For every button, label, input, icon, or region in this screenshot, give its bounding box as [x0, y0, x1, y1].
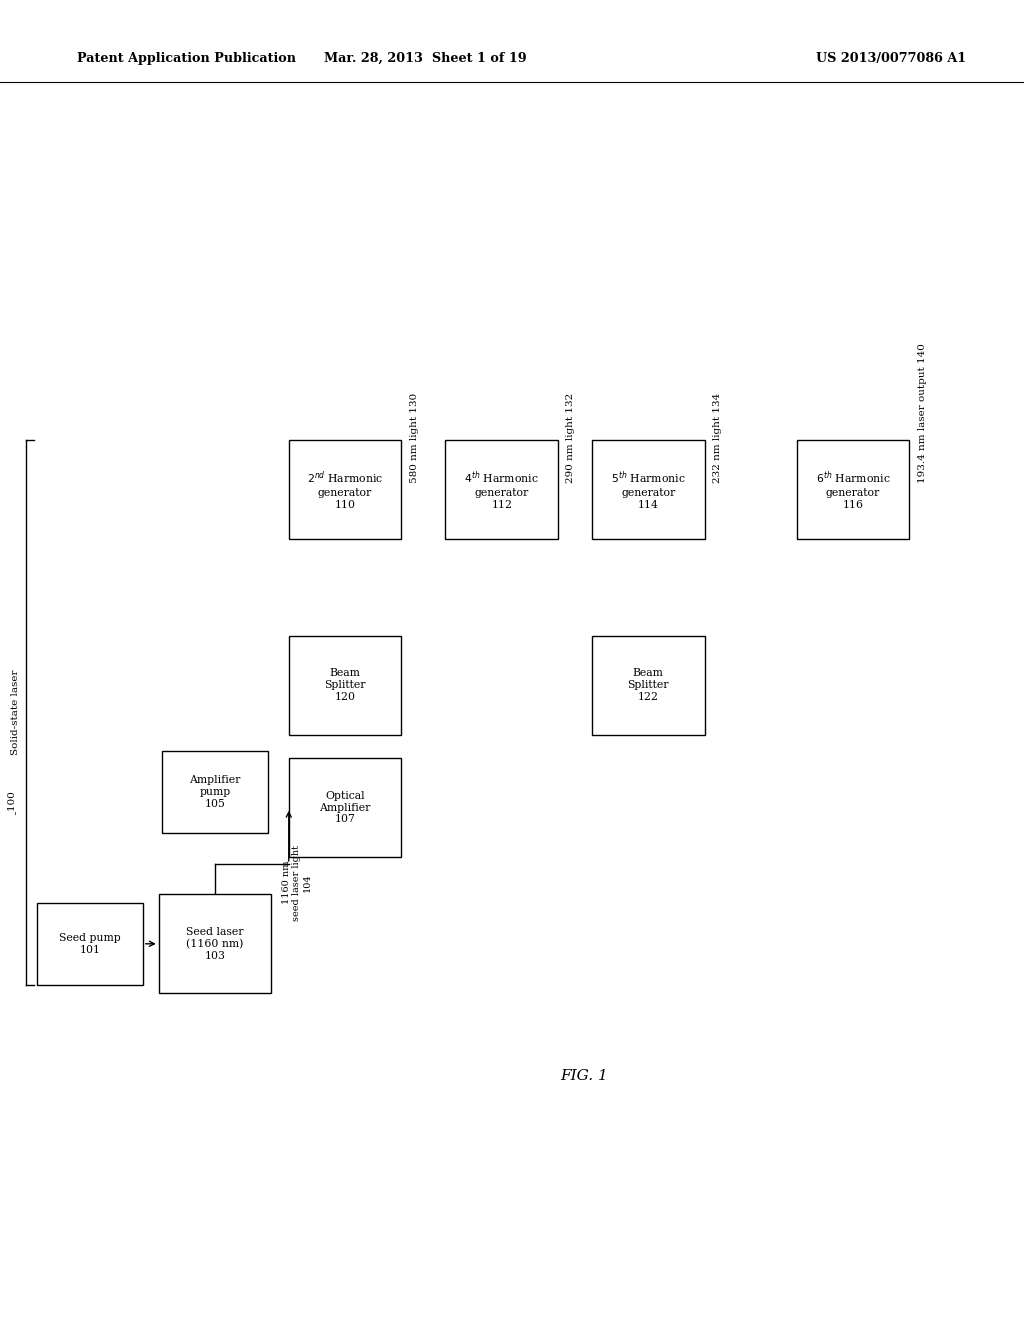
Text: 193.4 nm laser output 140: 193.4 nm laser output 140 [918, 343, 927, 483]
FancyBboxPatch shape [445, 441, 558, 539]
Text: Patent Application Publication: Patent Application Publication [77, 51, 296, 65]
Text: $5^{th}$ Harmonic
generator
114: $5^{th}$ Harmonic generator 114 [611, 470, 685, 510]
Text: Mar. 28, 2013  Sheet 1 of 19: Mar. 28, 2013 Sheet 1 of 19 [324, 51, 526, 65]
FancyBboxPatch shape [289, 636, 401, 734]
FancyBboxPatch shape [797, 441, 909, 539]
Text: US 2013/0077086 A1: US 2013/0077086 A1 [816, 51, 966, 65]
Text: Optical
Amplifier
107: Optical Amplifier 107 [319, 791, 371, 825]
Text: Seed pump
101: Seed pump 101 [59, 933, 121, 954]
FancyBboxPatch shape [289, 758, 401, 858]
Text: Amplifier
pump
105: Amplifier pump 105 [189, 775, 241, 809]
Text: $6^{th}$ Harmonic
generator
116: $6^{th}$ Harmonic generator 116 [816, 470, 890, 510]
Text: FIG. 1: FIG. 1 [560, 1069, 607, 1082]
FancyBboxPatch shape [162, 751, 268, 833]
Text: Seed laser
(1160 nm)
103: Seed laser (1160 nm) 103 [186, 927, 244, 961]
Text: 580 nm light 130: 580 nm light 130 [410, 393, 419, 483]
FancyBboxPatch shape [289, 441, 401, 539]
FancyBboxPatch shape [159, 895, 271, 993]
Text: $2^{nd}$ Harmonic
generator
110: $2^{nd}$ Harmonic generator 110 [307, 470, 383, 510]
Text: Solid-state laser: Solid-state laser [11, 669, 20, 755]
Text: 232 nm light 134: 232 nm light 134 [713, 393, 722, 483]
Text: 1160 nm
seed laser light
104: 1160 nm seed laser light 104 [282, 845, 311, 921]
FancyBboxPatch shape [37, 903, 142, 985]
Text: Beam
Splitter
120: Beam Splitter 120 [325, 668, 366, 702]
Text: Beam
Splitter
122: Beam Splitter 122 [628, 668, 669, 702]
Text: ̱100: ̱100 [11, 795, 20, 814]
Text: 290 nm light 132: 290 nm light 132 [566, 393, 575, 483]
Text: $4^{th}$ Harmonic
generator
112: $4^{th}$ Harmonic generator 112 [465, 470, 539, 510]
FancyBboxPatch shape [592, 441, 705, 539]
FancyBboxPatch shape [592, 636, 705, 734]
